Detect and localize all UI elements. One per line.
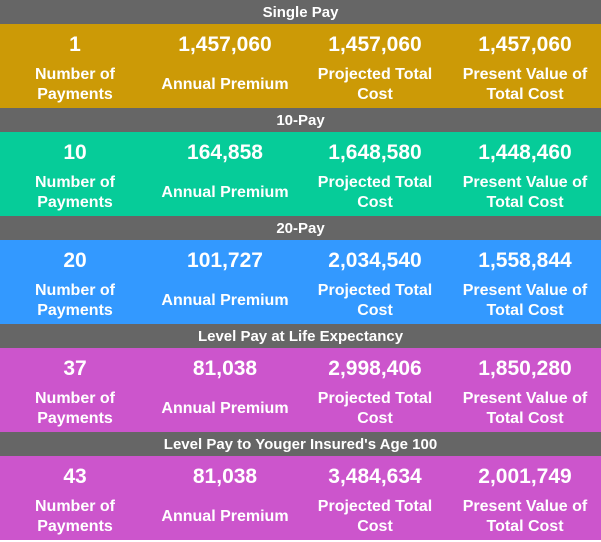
metric-value: 1,558,844 [478, 249, 572, 272]
metric-cell: 10 Number of Payments [0, 132, 150, 216]
metric-label: Annual Premium [161, 184, 289, 201]
metric-cell: 1,457,060 Projected Total Cost [300, 24, 450, 108]
metric-label: Present Value of Total Cost [462, 390, 588, 427]
section-body: 1 Number of Payments 1,457,060 Annual Premi… [0, 24, 601, 108]
metric-label: Number of Payments [35, 282, 115, 319]
metric-cell: 43 Number of Payments [0, 456, 150, 540]
section-title: Level Pay at Life Expectancy [0, 324, 601, 348]
metric-cell: 1,448,460 Present Value of Total Cost [450, 132, 600, 216]
metric-cell: 1,457,060 Annual Premium [150, 24, 300, 108]
section-title: 10-Pay [0, 108, 601, 132]
metric-cell: 1,648,580 Projected Total Cost [300, 132, 450, 216]
metric-label: Annual Premium [161, 508, 289, 525]
section: Level Pay at Life Expectancy 37 Number of … [0, 324, 601, 432]
metric-value: 101,727 [187, 249, 263, 272]
section-body: 37 Number of Payments 81,038 Annual Premium… [0, 348, 601, 432]
metric-cell: 1 Number of Payments [0, 24, 150, 108]
metric-value: 2,998,406 [328, 357, 422, 380]
metric-label: Projected Total Cost [317, 282, 433, 319]
section-title: 20-Pay [0, 216, 601, 240]
metric-cell: 1,457,060 Present Value of Total Cost [450, 24, 600, 108]
metric-label: Annual Premium [161, 76, 289, 93]
metric-cell: 81,038 Annual Premium [150, 348, 300, 432]
metric-value: 81,038 [192, 465, 258, 488]
metric-value: 1,457,060 [178, 33, 272, 56]
metric-cell: 101,727 Annual Premium [150, 240, 300, 324]
section-body: 43 Number of Payments 81,038 Annual Premium… [0, 456, 601, 540]
section-body: 10 Number of Payments 164,858 Annual Premiu… [0, 132, 601, 216]
section-title: Level Pay to Youger Insured's Age 100 [0, 432, 601, 456]
metric-label: Present Value of Total Cost [462, 174, 588, 211]
metric-value: 2,001,749 [478, 465, 572, 488]
metric-cell: 2,998,406 Projected Total Cost [300, 348, 450, 432]
metric-value: 164,858 [187, 141, 263, 164]
metric-value: 1,457,060 [478, 33, 572, 56]
metric-cell: 2,001,749 Present Value of Total Cost [450, 456, 600, 540]
metric-cell: 2,034,540 Projected Total Cost [300, 240, 450, 324]
section: Single Pay 1 Number of Payments 1,457,060 An… [0, 0, 601, 108]
metric-cell: 164,858 Annual Premium [150, 132, 300, 216]
metric-value: 20 [63, 249, 87, 272]
section: Level Pay to Youger Insured's Age 100 43 N… [0, 432, 601, 540]
metric-cell: 1,850,280 Present Value of Total Cost [450, 348, 600, 432]
metric-cell: 3,484,634 Projected Total Cost [300, 456, 450, 540]
metric-label: Projected Total Cost [317, 498, 433, 535]
metric-value: 43 [63, 465, 87, 488]
metric-cell: 1,558,844 Present Value of Total Cost [450, 240, 600, 324]
metric-value: 10 [63, 141, 87, 164]
metric-cell: 37 Number of Payments [0, 348, 150, 432]
section: 20-Pay 20 Number of Payments 101,727 Annual … [0, 216, 601, 324]
metric-value: 81,038 [192, 357, 258, 380]
metric-label: Projected Total Cost [317, 174, 433, 211]
metric-value: 1,850,280 [478, 357, 572, 380]
metric-value: 3,484,634 [328, 465, 422, 488]
metric-label: Projected Total Cost [317, 66, 433, 103]
metric-value: 37 [63, 357, 87, 380]
metric-label: Present Value of Total Cost [462, 66, 588, 103]
metric-value: 1,648,580 [328, 141, 422, 164]
metric-label: Number of Payments [35, 390, 115, 427]
section-body: 20 Number of Payments 101,727 Annual Premiu… [0, 240, 601, 324]
metric-value: 1,448,460 [478, 141, 572, 164]
metric-label: Annual Premium [161, 400, 289, 417]
metric-label: Present Value of Total Cost [462, 282, 588, 319]
metric-value: 1 [69, 33, 81, 56]
metric-label: Present Value of Total Cost [462, 498, 588, 535]
metric-cell: 81,038 Annual Premium [150, 456, 300, 540]
section: 10-Pay 10 Number of Payments 164,858 Annual … [0, 108, 601, 216]
metric-label: Projected Total Cost [317, 390, 433, 427]
metric-cell: 20 Number of Payments [0, 240, 150, 324]
metric-label: Number of Payments [35, 174, 115, 211]
metric-label: Number of Payments [35, 498, 115, 535]
metric-label: Number of Payments [35, 66, 115, 103]
metric-value: 2,034,540 [328, 249, 422, 272]
section-title: Single Pay [0, 0, 601, 24]
metric-label: Annual Premium [161, 292, 289, 309]
metric-value: 1,457,060 [328, 33, 422, 56]
